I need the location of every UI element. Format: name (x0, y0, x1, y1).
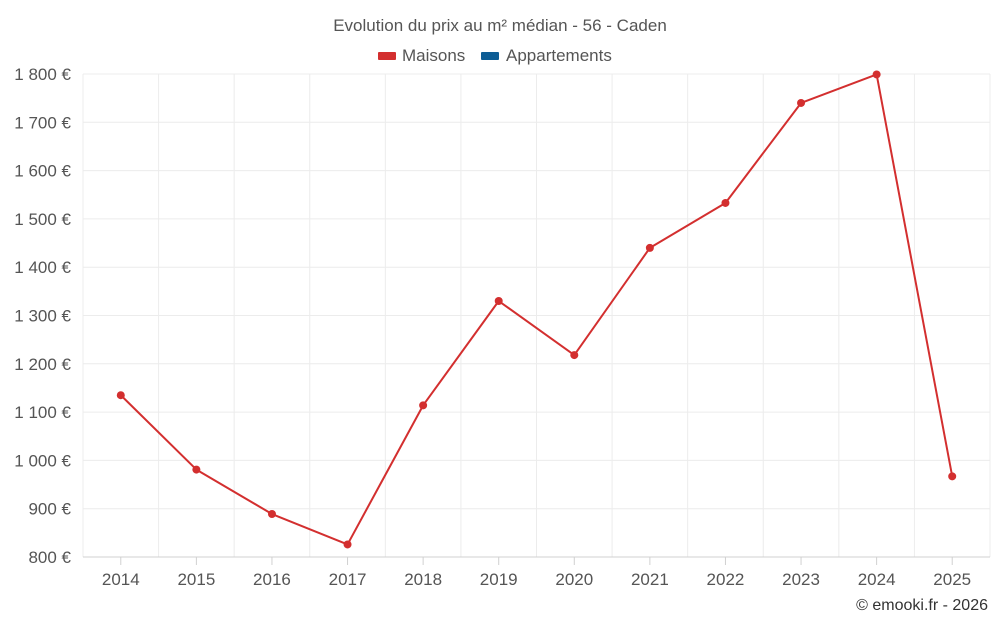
data-point-maisons-2023[interactable] (797, 98, 806, 107)
y-tick-label: 900 € (28, 500, 71, 519)
legend-item-maisons[interactable]: Maisons (378, 46, 465, 65)
y-tick-label: 1 100 € (14, 403, 71, 422)
x-tick-label: 2019 (480, 570, 518, 589)
legend-label-appartements: Appartements (506, 46, 612, 65)
x-tick-label: 2016 (253, 570, 291, 589)
x-tick-label: 2022 (707, 570, 745, 589)
y-tick-label: 1 700 € (14, 113, 71, 132)
y-tick-label: 1 600 € (14, 162, 71, 181)
y-tick-label: 1 400 € (14, 258, 71, 277)
grid (82, 73, 991, 557)
y-axis: 800 € 900 € 1 000 € 1 100 € 1 200 € 1 300 € 1 … (14, 65, 71, 567)
legend-swatch-maisons (378, 52, 396, 60)
data-point-maisons-2018[interactable] (419, 401, 428, 410)
y-tick-label: 1 300 € (14, 307, 71, 326)
x-tick-label: 2025 (933, 570, 971, 589)
series-maisons (116, 70, 957, 549)
x-tick-label: 2017 (329, 570, 367, 589)
x-tick-label: 2014 (102, 570, 140, 589)
series-line-maisons (120, 73, 954, 546)
x-tick-label: 2018 (404, 570, 442, 589)
legend-item-appartements[interactable]: Appartements (481, 46, 612, 65)
x-tick-label: 2015 (177, 570, 215, 589)
data-point-maisons-2017[interactable] (343, 540, 352, 549)
x-tick-label: 2020 (555, 570, 593, 589)
x-tick-label: 2024 (858, 570, 896, 589)
chart-title: Evolution du prix au m² médian - 56 - Ca… (333, 16, 667, 35)
data-point-maisons-2024[interactable] (872, 70, 881, 79)
data-point-maisons-2015[interactable] (192, 465, 201, 474)
legend-label-maisons: Maisons (402, 46, 465, 65)
data-point-maisons-2019[interactable] (494, 297, 503, 306)
legend-swatch-appartements (481, 52, 499, 60)
y-tick-label: 1 000 € (14, 451, 71, 470)
credit: © emooki.fr - 2026 (856, 597, 988, 614)
y-tick-label: 1 500 € (14, 210, 71, 229)
legend: Maisons Appartements (378, 46, 612, 65)
x-tick-label: 2021 (631, 570, 669, 589)
y-tick-label: 800 € (28, 548, 71, 567)
data-point-maisons-2025[interactable] (948, 472, 957, 481)
data-point-maisons-2020[interactable] (570, 351, 579, 360)
data-point-maisons-2022[interactable] (721, 198, 730, 207)
x-tick-label: 2023 (782, 570, 820, 589)
x-axis: 2014 2015 2016 2017 2018 2019 2020 2021 2022 2023… (83, 556, 990, 589)
data-point-maisons-2021[interactable] (645, 243, 654, 252)
data-point-maisons-2016[interactable] (267, 510, 276, 519)
y-tick-label: 1 200 € (14, 355, 71, 374)
data-point-maisons-2014[interactable] (116, 391, 125, 400)
y-tick-label: 1 800 € (14, 65, 71, 84)
